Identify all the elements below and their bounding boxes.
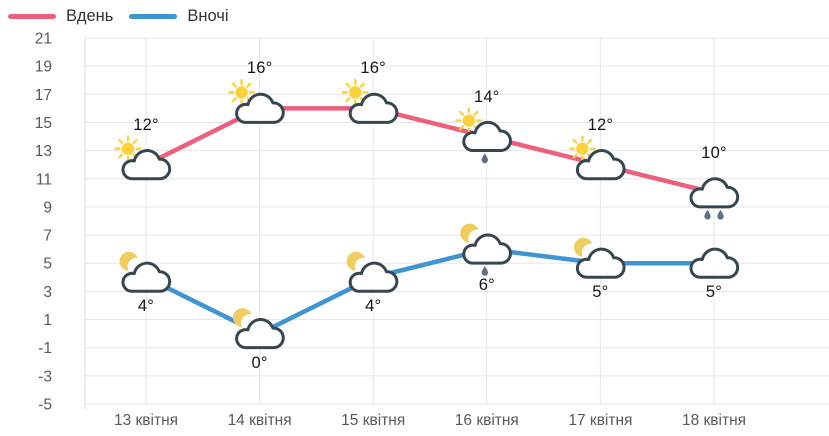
sun-cloud-icon[interactable] <box>114 135 172 181</box>
night-temp-label: 5° <box>705 283 723 302</box>
sun-cloud-icon[interactable] <box>228 78 285 124</box>
day-temp-label: 10° <box>701 143 727 162</box>
moon-cloud-icon[interactable] <box>233 308 285 350</box>
sun-cloud-icon[interactable] <box>341 78 399 124</box>
y-axis-labels: 21 19 17 15 13 11 9 7 5 3 1 -1 -3 -5 <box>35 31 52 414</box>
moon-cloud-icon[interactable] <box>346 251 399 293</box>
sun-ray <box>572 153 578 159</box>
day-temp-label: 16° <box>360 59 386 78</box>
sun-core <box>121 142 135 155</box>
legend-item-day[interactable]: Вдень <box>8 7 113 26</box>
day-temp-label: 14° <box>474 87 500 106</box>
raindrop <box>704 209 711 220</box>
sun-core <box>462 114 475 127</box>
moon-cloud-icon[interactable] <box>119 251 172 293</box>
night-temp-label: 4° <box>137 297 155 316</box>
cloud-shape <box>462 120 512 153</box>
raindrop <box>717 209 724 220</box>
sun-ray <box>246 82 252 88</box>
cloud-shape <box>462 233 512 265</box>
y-tick-label: 19 <box>35 59 52 76</box>
y-tick-label: -5 <box>38 397 52 414</box>
sun-ray <box>345 97 351 103</box>
legend-label-day: Вдень <box>66 7 114 25</box>
x-axis-labels: 13 квітня 14 квітня 15 квітня 16 квітня 17 к… <box>114 412 746 429</box>
cloud-shape <box>575 149 626 181</box>
cloud-shape <box>689 247 740 279</box>
y-tick-label: -3 <box>38 368 52 385</box>
series-lines <box>143 106 717 336</box>
cloud-shape <box>689 177 740 209</box>
sun-core <box>576 142 589 155</box>
legend-item-night[interactable]: Вночі <box>129 7 229 26</box>
y-tick-label: 5 <box>43 256 52 273</box>
sun-ray <box>231 97 237 103</box>
sun-ray <box>118 153 124 159</box>
y-tick-label: 7 <box>43 228 52 245</box>
sun-ray <box>118 138 124 145</box>
cloud-shape <box>121 149 172 181</box>
sun-ray <box>572 138 578 145</box>
night-series-swatch <box>129 14 178 19</box>
x-tick-label: 17 квітня <box>568 412 632 429</box>
day-temp-label: 12° <box>587 115 614 134</box>
day-series-swatch <box>8 14 56 19</box>
x-tick-label: 18 квітня <box>682 412 746 429</box>
cloud-shape <box>235 92 285 124</box>
cloud-shape <box>235 317 285 350</box>
sun-ray <box>458 110 465 116</box>
night-temp-label: 4° <box>365 297 382 316</box>
horizontal-gridlines <box>85 37 829 405</box>
raindrop <box>481 153 488 164</box>
x-tick-label: 16 квітня <box>455 412 519 429</box>
raindrop <box>481 266 488 276</box>
moon-cloud-rain-1-icon[interactable] <box>460 223 512 276</box>
y-tick-label: 9 <box>43 199 52 216</box>
day-temp-label: 16° <box>246 59 273 78</box>
cloud-icon[interactable] <box>689 247 740 279</box>
cloud-shape <box>348 261 399 293</box>
y-tick-label: 3 <box>43 284 52 301</box>
y-tick-label: -1 <box>38 340 52 357</box>
sun-core <box>235 86 248 99</box>
sun-ray <box>458 125 465 131</box>
day-temp-label: 12° <box>133 115 159 134</box>
sun-cloud-icon[interactable] <box>569 135 626 181</box>
sun-cloud-rain-1-icon[interactable] <box>455 107 512 164</box>
y-tick-label: 15 <box>35 115 52 132</box>
cloud-shape <box>348 92 399 124</box>
cloud-shape <box>575 247 626 279</box>
cloud-rain-2-icon[interactable] <box>689 177 740 220</box>
point-icons <box>114 78 740 350</box>
chart-legend: Вдень Вночі <box>8 7 229 26</box>
x-tick-label: 13 квітня <box>114 412 178 429</box>
y-tick-label: 1 <box>43 312 52 329</box>
y-tick-label: 17 <box>35 87 52 104</box>
vertical-gridlines <box>84 38 715 410</box>
sun-ray <box>359 82 366 88</box>
y-tick-label: 13 <box>35 143 52 160</box>
sun-ray <box>473 110 479 116</box>
x-tick-label: 15 квітня <box>341 412 405 429</box>
sun-core <box>349 86 362 99</box>
night-temp-label: 6° <box>478 276 495 295</box>
y-tick-label: 21 <box>35 31 52 48</box>
cloud-shape <box>121 261 172 293</box>
sun-ray <box>345 82 351 88</box>
y-tick-label: 11 <box>36 171 52 188</box>
sun-ray <box>231 82 237 88</box>
sun-ray <box>132 138 138 145</box>
legend-label-night: Вночі <box>187 7 229 25</box>
night-temp-label: 0° <box>251 353 268 372</box>
night-temp-label: 5° <box>592 283 609 302</box>
moon-cloud-icon[interactable] <box>573 237 626 279</box>
x-tick-label: 14 квітня <box>228 412 292 429</box>
sun-ray <box>587 138 593 145</box>
